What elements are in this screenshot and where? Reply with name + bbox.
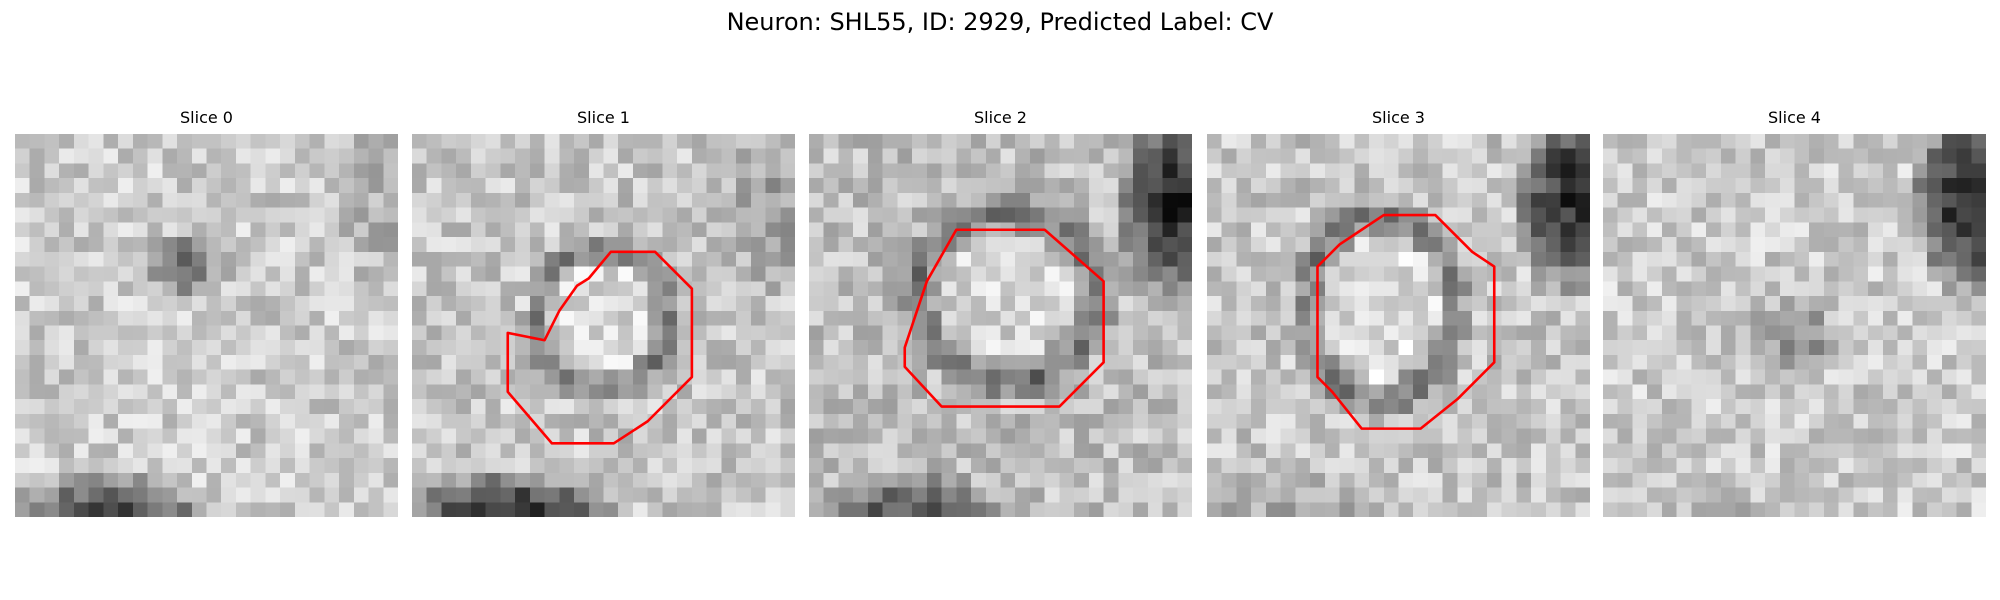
- slice-title: Slice 3: [1372, 108, 1425, 127]
- slice-panel-1: Slice 1: [412, 108, 795, 517]
- slice-panel-2: Slice 2: [809, 108, 1192, 517]
- slice-title: Slice 4: [1768, 108, 1821, 127]
- cell-contour: [905, 230, 1104, 407]
- slice-image-4: [1603, 134, 1986, 517]
- slice-title: Slice 1: [577, 108, 630, 127]
- slice-image-0: [15, 134, 398, 517]
- slice-image-3: [1207, 134, 1590, 517]
- figure-title: Neuron: SHL55, ID: 2929, Predicted Label…: [726, 8, 1274, 36]
- slice-image-1: [412, 134, 795, 517]
- slice-panel-4: Slice 4: [1603, 108, 1986, 517]
- slice-panel-0: Slice 0: [15, 108, 398, 517]
- slice-image-2: [809, 134, 1192, 517]
- slice-title: Slice 2: [974, 108, 1027, 127]
- cell-contour: [508, 252, 692, 444]
- slice-panel-3: Slice 3: [1207, 108, 1590, 517]
- slice-title: Slice 0: [180, 108, 233, 127]
- cell-contour: [1317, 215, 1494, 429]
